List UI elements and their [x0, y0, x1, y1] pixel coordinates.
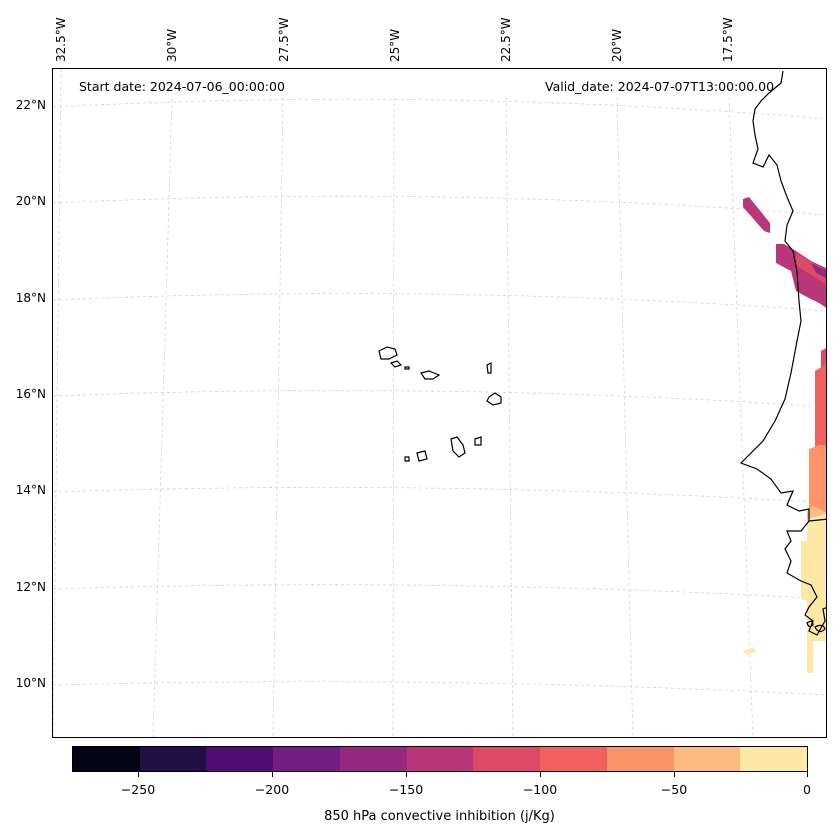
colorbar-segment [473, 747, 541, 771]
colorbar [72, 746, 808, 772]
senegal-inlet [808, 518, 826, 522]
coastline [739, 70, 826, 636]
island-fogo [416, 450, 428, 462]
map-panel[interactable]: Start date: 2024-07-06_00:00:00 Valid_da… [52, 68, 827, 738]
colorbar-title: 850 hPa convective inhibition (j/Kg) [324, 809, 555, 824]
cape-verde-islands [378, 346, 502, 462]
meridian-32-5w [53, 69, 62, 737]
meridian-17-5w [728, 96, 754, 737]
cin-patch-north-dark [811, 263, 826, 278]
cin-field [743, 197, 826, 673]
meridian-30w [152, 98, 173, 737]
colorbar-tick [807, 772, 808, 777]
colorbar-label-0: 0 [803, 782, 811, 797]
colorbar-tick [138, 772, 139, 777]
coastal-islet-1 [806, 620, 814, 628]
colorbar-tick [406, 772, 407, 777]
africa-coast [739, 70, 826, 636]
colorbar-label-minus-250: −250 [120, 782, 156, 797]
cin-patch-north-small [743, 197, 770, 233]
lat-label-10n: 10°N [15, 676, 46, 690]
island-sao-nicolau [420, 370, 441, 380]
cin-speck [743, 647, 757, 655]
parallel-20n [53, 195, 826, 216]
island-sal [486, 362, 492, 374]
cin-patch-north-edge [796, 253, 826, 285]
colorbar-segment [606, 747, 674, 771]
colorbar-segment [73, 747, 140, 771]
island-sao-vicente [389, 360, 403, 368]
parallel-14n [53, 487, 826, 504]
cin-band-5 [801, 513, 826, 673]
lon-label-25w: 25°W [388, 28, 402, 62]
meridian-27-5w [272, 96, 284, 737]
cin-patch-north-main [776, 244, 826, 308]
lon-label-30w: 30°W [165, 28, 179, 62]
graticule [53, 69, 826, 737]
lon-label-22-5w: 22.5°W [499, 17, 513, 62]
lon-label-27-5w: 27.5°W [277, 17, 291, 62]
colorbar-tick [540, 772, 541, 777]
island-brava [404, 456, 410, 462]
colorbar-label-minus-50: −50 [660, 782, 688, 797]
colorbar-segment [206, 747, 274, 771]
island-santo-antao [378, 346, 398, 360]
lon-label-32-5w: 32.5°W [54, 17, 68, 62]
colorbar-segment [273, 747, 340, 771]
lat-label-22n: 22°N [15, 98, 46, 112]
cin-band-3 [809, 445, 826, 521]
coastal-islet-2 [814, 624, 826, 633]
colorbar-label-minus-150: −150 [388, 782, 424, 797]
parallel-10n [53, 681, 826, 696]
colorbar-label-minus-100: −100 [522, 782, 558, 797]
lat-label-12n: 12°N [15, 580, 46, 594]
colorbar-segment [673, 747, 741, 771]
colorbar-label-minus-200: −200 [254, 782, 290, 797]
island-boa-vista [486, 392, 502, 406]
lon-label-17-5w: 17.5°W [721, 17, 735, 62]
colorbar-segment [339, 747, 407, 771]
colorbar-tick [674, 772, 675, 777]
colorbar-segment [139, 747, 207, 771]
island-santa-luzia [404, 366, 410, 370]
island-maio [474, 436, 482, 446]
valid-date-label: Valid_date: 2024-07-07T13:00:00.00 [545, 79, 775, 94]
parallel-22n [53, 98, 826, 120]
lat-label-18n: 18°N [15, 291, 46, 305]
cin-band-2 [815, 364, 826, 453]
lon-label-20w: 20°W [610, 28, 624, 62]
colorbar-segment [540, 747, 607, 771]
colorbar-tick [272, 772, 273, 777]
island-santiago [450, 436, 466, 458]
start-date-label: Start date: 2024-07-06_00:00:00 [79, 79, 285, 94]
lat-label-16n: 16°N [15, 387, 46, 401]
meridian-20w [616, 96, 634, 737]
parallel-12n [53, 584, 826, 600]
lat-label-14n: 14°N [15, 483, 46, 497]
meridian-25w [392, 96, 395, 737]
colorbar-segment [406, 747, 474, 771]
meridian-22-5w [505, 96, 514, 737]
lat-label-20n: 20°N [15, 194, 46, 208]
map-canvas [53, 69, 826, 737]
colorbar-segment [740, 747, 808, 771]
parallel-18n [53, 293, 826, 312]
parallel-16n [53, 390, 826, 408]
